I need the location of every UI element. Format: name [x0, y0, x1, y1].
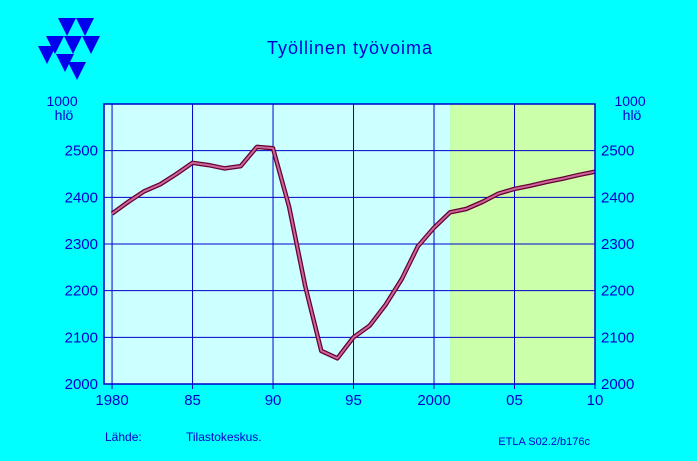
- y-right-tick-label: 2300: [601, 236, 634, 253]
- x-tick-label: 10: [587, 392, 604, 409]
- y-left-tick-label: 2500: [65, 143, 98, 160]
- x-axis-labels: 1980 85 90 95 2000 05 10: [95, 392, 603, 409]
- source-value: Tilastokeskus.: [186, 430, 262, 444]
- left-unit-line-2: hlö: [55, 107, 74, 123]
- right-unit-line-2: hlö: [623, 107, 642, 123]
- chart-reference: ETLA S02.2/b176c: [498, 436, 590, 448]
- x-tick-label: 2000: [417, 392, 450, 409]
- x-tick-label: 90: [265, 392, 282, 409]
- x-tick-label: 05: [506, 392, 523, 409]
- source-label: Lähde:: [105, 430, 142, 444]
- y-left-tick-label: 2200: [65, 283, 98, 300]
- y-left-tick-label: 2400: [65, 189, 98, 206]
- y-right-tick-label: 2100: [601, 329, 634, 346]
- y-left-tick-label: 2100: [65, 329, 98, 346]
- right-unit-line-1: 1000: [614, 93, 645, 109]
- series-line-main: [111, 145, 596, 360]
- y-right-tick-label: 2400: [601, 189, 634, 206]
- series-line: [110, 144, 596, 361]
- left-unit-line-1: 1000: [46, 93, 77, 109]
- y-left-tick-label: 2000: [65, 376, 98, 393]
- x-tick-label: 85: [184, 392, 201, 409]
- left-unit-label: 1000 hlö: [46, 93, 81, 123]
- logo: [38, 18, 100, 80]
- y-right-tick-label: 2500: [601, 143, 634, 160]
- y-axis-right-labels: 2000 2100 2200 2300 2400 2500: [601, 143, 634, 393]
- y-right-tick-label: 2200: [601, 283, 634, 300]
- y-axis-left-labels: 2000 2100 2200 2300 2400 2500: [65, 143, 98, 393]
- x-tick-label: 1980: [95, 392, 128, 409]
- y-right-tick-label: 2000: [601, 376, 634, 393]
- plot-border: [103, 103, 596, 385]
- plot-frame: [103, 103, 596, 389]
- y-left-tick-label: 2300: [65, 236, 98, 253]
- chart-title: Työllinen työvoima: [267, 38, 433, 58]
- x-tick-label: 95: [345, 392, 362, 409]
- right-unit-label: 1000 hlö: [614, 93, 649, 123]
